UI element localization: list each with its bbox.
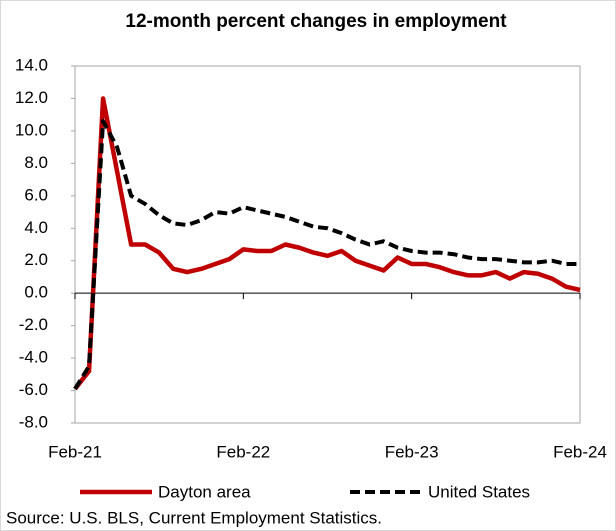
y-tick-label: 12.0: [15, 88, 48, 107]
y-tick-label: -4.0: [19, 348, 48, 367]
y-tick-label: -6.0: [19, 380, 48, 399]
y-tick-label: 10.0: [15, 120, 48, 139]
x-tick-label: Feb-23: [385, 442, 439, 461]
y-tick-label: 14.0: [15, 55, 48, 74]
y-tick-label: 8.0: [24, 153, 48, 172]
legend-label: United States: [428, 482, 530, 501]
x-tick-label: Feb-22: [216, 442, 270, 461]
y-tick-label: 4.0: [24, 218, 48, 237]
legend-label: Dayton area: [158, 482, 251, 501]
data-line: [73, 119, 580, 390]
y-tick-label: -8.0: [19, 412, 48, 431]
plot-frame: [74, 65, 581, 424]
x-tick-label: Feb-21: [48, 442, 102, 461]
data-line: [73, 96, 581, 391]
chart-title: 12-month percent changes in employment: [125, 11, 507, 32]
y-tick-label: 2.0: [24, 250, 48, 269]
y-tick-label: 0.0: [24, 283, 48, 302]
y-tick-label: 6.0: [24, 185, 48, 204]
source-note: Source: U.S. BLS, Current Employment Sta…: [6, 508, 382, 527]
y-tick-label: -2.0: [19, 315, 48, 334]
x-tick-label: Feb-24: [553, 442, 607, 461]
